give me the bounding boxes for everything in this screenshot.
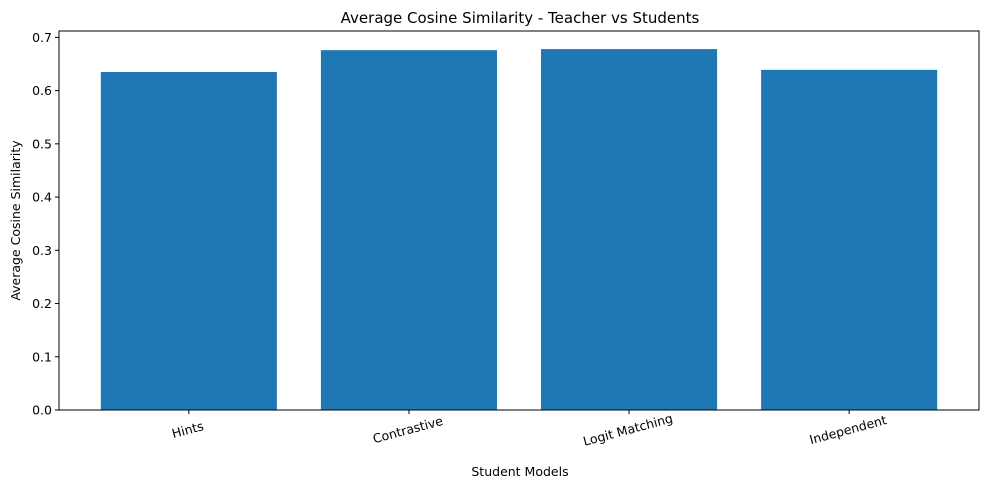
bar-contrastive (320, 50, 497, 410)
y-tick-label: 0.3 (32, 243, 52, 258)
x-tick-label: Logit Matching (581, 410, 674, 448)
bars-group (100, 49, 938, 411)
bar-hints (100, 71, 277, 411)
bar-logit-matching (541, 49, 718, 410)
y-tick-label: 0.1 (32, 349, 52, 364)
x-axis: Hints Contrastive Logit Matching Independen… (170, 410, 888, 449)
y-axis-label: Average Cosine Similarity (8, 140, 23, 301)
y-tick-label: 0.2 (32, 296, 52, 311)
y-axis: 0.0 0.1 0.2 0.3 0.4 0.5 0.6 0.7 (32, 30, 59, 418)
bar-independent (761, 69, 938, 411)
y-tick-label: 0.0 (32, 403, 52, 418)
plot-frame (58, 30, 980, 411)
x-tick-label: Contrastive (371, 413, 445, 446)
y-tick-label: 0.6 (32, 83, 52, 98)
x-tick-label: Hints (170, 418, 205, 441)
y-tick-label: 0.4 (32, 190, 52, 205)
y-tick-label: 0.7 (32, 30, 52, 45)
x-tick-label: Independent (808, 412, 889, 447)
y-tick-label: 0.5 (32, 136, 52, 151)
chart-title: Average Cosine Similarity - Teacher vs S… (341, 9, 700, 27)
x-axis-label: Student Models (471, 464, 568, 479)
